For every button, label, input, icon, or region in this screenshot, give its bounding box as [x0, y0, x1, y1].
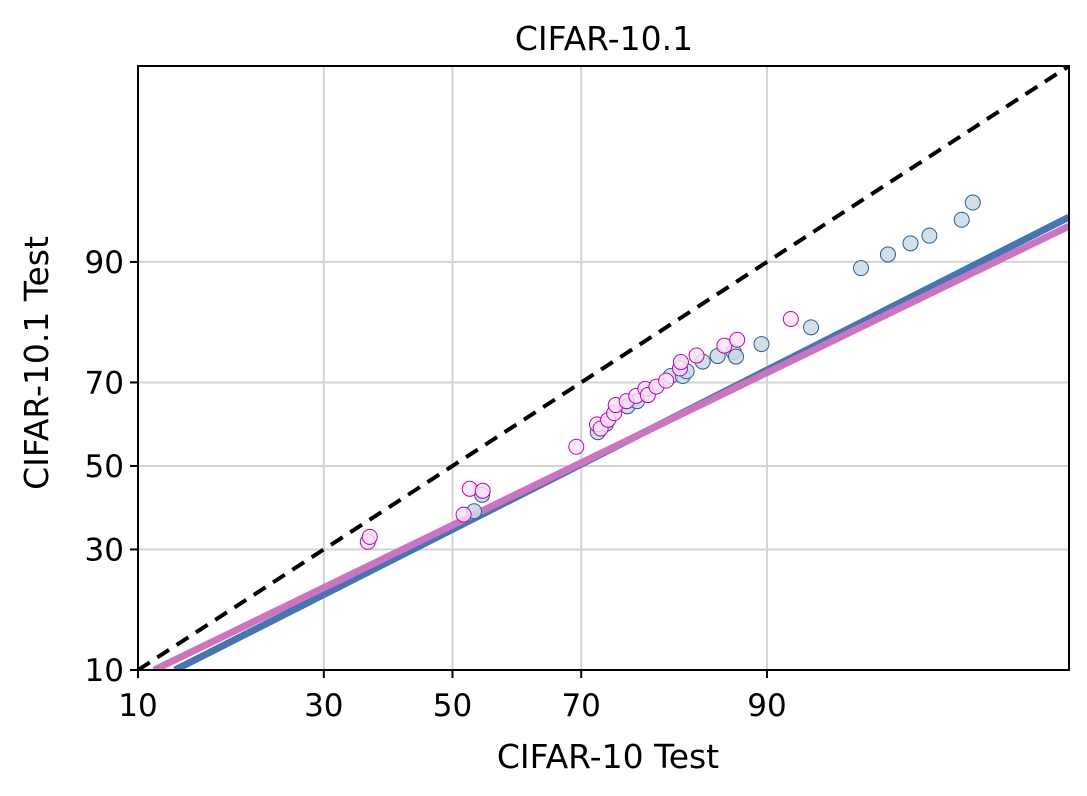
- series-b-point: [568, 438, 585, 455]
- tick-layer: 10 30 50 70 90 10 30 50 70 90: [85, 245, 787, 724]
- plot-area: [138, 66, 1069, 670]
- diagonal-reference-line: [138, 66, 1069, 670]
- series-a-point: [879, 246, 896, 263]
- series-a-point: [803, 319, 820, 336]
- y-tick-label: 70: [85, 365, 124, 401]
- x-tick-label: 90: [747, 688, 786, 724]
- plot-layer: [138, 66, 1069, 670]
- x-axis-label: CIFAR-10 Test: [497, 737, 719, 776]
- series-b-point: [658, 372, 675, 389]
- series-b-point: [361, 528, 378, 545]
- series-b-point: [782, 311, 799, 328]
- series-a-point: [728, 348, 745, 365]
- y-tick-label: 30: [85, 532, 124, 568]
- series-a-point: [753, 336, 770, 353]
- x-tick-label: 30: [304, 688, 343, 724]
- series-a-point: [921, 227, 938, 244]
- series-b-point: [455, 506, 472, 523]
- series-b-fit-line: [152, 222, 1069, 670]
- series-a-point: [964, 194, 981, 211]
- series-b-point: [688, 347, 705, 364]
- y-tick-label: 50: [85, 449, 124, 485]
- series-b-point: [729, 331, 746, 348]
- y-tick-label: 90: [85, 245, 124, 281]
- y-axis-label: CIFAR-10.1 Test: [17, 236, 56, 490]
- series-a-point: [953, 211, 970, 228]
- y-tick-label: 10: [85, 653, 124, 689]
- x-tick-label: 70: [561, 688, 600, 724]
- series-b-point: [672, 354, 689, 371]
- plot-frame: [137, 65, 1070, 671]
- series-b-point: [474, 482, 491, 499]
- chart-title: CIFAR-10.1: [515, 19, 693, 58]
- x-tick-label: 50: [433, 688, 472, 724]
- series-a-point: [852, 260, 869, 277]
- x-tick-label: 10: [118, 688, 157, 724]
- series-a-point: [902, 235, 919, 252]
